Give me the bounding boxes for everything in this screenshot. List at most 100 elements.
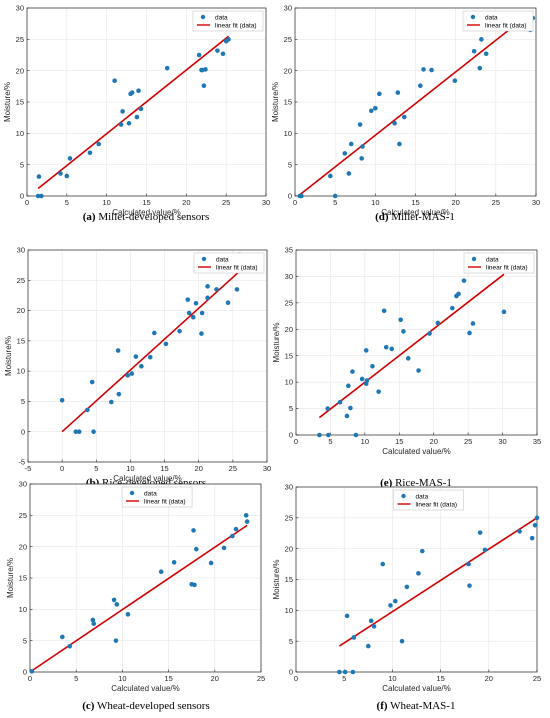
data-point bbox=[317, 432, 322, 438]
y-tick-label: 0 bbox=[21, 427, 25, 436]
data-point bbox=[344, 613, 350, 619]
legend-box bbox=[463, 252, 535, 274]
data-point bbox=[67, 644, 73, 649]
legend-box bbox=[121, 486, 193, 508]
x-tick-label: 15 bbox=[411, 198, 419, 207]
data-point bbox=[373, 105, 378, 111]
data-point bbox=[416, 368, 421, 373]
data-point bbox=[177, 328, 182, 334]
data-point bbox=[171, 560, 177, 565]
data-point bbox=[401, 114, 407, 120]
data-point bbox=[243, 513, 249, 518]
data-point bbox=[360, 144, 365, 149]
x-tick-label: 5 bbox=[74, 674, 78, 683]
data-point bbox=[359, 156, 364, 161]
legend-fit-label: linear fit (data) bbox=[144, 498, 186, 505]
data-point bbox=[215, 48, 220, 53]
y-tick-label: 5 bbox=[289, 637, 293, 646]
data-point bbox=[337, 669, 342, 675]
data-point bbox=[87, 150, 93, 156]
x-axis-title: Calculated value/% bbox=[382, 447, 450, 456]
data-point bbox=[483, 51, 489, 57]
data-point bbox=[134, 114, 140, 120]
data-point bbox=[196, 52, 202, 58]
data-point bbox=[89, 379, 95, 385]
x-axis-title: Calculated value/% bbox=[111, 684, 179, 693]
x-tick-label: 20 bbox=[430, 437, 438, 446]
data-point bbox=[471, 48, 477, 54]
data-point bbox=[399, 638, 405, 644]
x-tick-label: 0 bbox=[28, 674, 32, 683]
y-axis-title: Moisture/% bbox=[4, 336, 13, 376]
y-tick-label: 25 bbox=[19, 511, 27, 520]
data-point bbox=[348, 405, 353, 411]
x-axis-title: Calculated value/% bbox=[113, 474, 181, 483]
data-point bbox=[244, 519, 250, 524]
y-tick-label: 10 bbox=[16, 129, 24, 138]
data-point bbox=[120, 109, 125, 114]
y-tick-label: 30 bbox=[16, 4, 24, 13]
data-point bbox=[348, 141, 354, 147]
data-point bbox=[214, 287, 219, 292]
data-point bbox=[208, 560, 214, 566]
y-axis-title: Moisture/% bbox=[6, 558, 15, 598]
y-axis-title: Moisture/% bbox=[272, 559, 281, 599]
linear-fit-line bbox=[299, 10, 534, 196]
data-point bbox=[199, 310, 205, 316]
data-point bbox=[381, 308, 387, 314]
data-point bbox=[395, 90, 401, 95]
data-point bbox=[370, 363, 375, 369]
data-point bbox=[136, 88, 141, 94]
chart-panel-e: 0 5 10 15 20 25 30 35 0 5 10 15 20 25 30 35 Calculated v… bbox=[272, 246, 541, 489]
x-tick-label: 30 bbox=[498, 437, 506, 446]
panel-caption-letter: (d) bbox=[375, 211, 389, 223]
legend-data-marker bbox=[471, 256, 477, 262]
axes-frame bbox=[295, 249, 538, 436]
y-tick-label: 25 bbox=[16, 35, 24, 44]
data-point bbox=[467, 330, 472, 336]
y-tick-label: 15 bbox=[284, 98, 292, 107]
x-tick-label: 0 bbox=[25, 198, 29, 207]
legend-box bbox=[192, 10, 264, 32]
data-point bbox=[344, 413, 350, 419]
data-point bbox=[328, 173, 333, 179]
x-tick-label: 30 bbox=[263, 464, 271, 473]
data-point bbox=[111, 597, 117, 603]
data-point bbox=[517, 529, 522, 534]
legend-data-label: data bbox=[144, 490, 157, 497]
y-tick-label: 35 bbox=[285, 246, 293, 255]
data-point bbox=[359, 376, 365, 382]
y-tick-label: 0 bbox=[23, 668, 27, 677]
data-point bbox=[392, 121, 397, 126]
data-point bbox=[58, 171, 63, 176]
data-point bbox=[152, 330, 157, 336]
data-point bbox=[332, 193, 338, 199]
legend-data-marker bbox=[401, 493, 406, 499]
data-point bbox=[192, 582, 197, 588]
data-point bbox=[350, 369, 355, 374]
x-tick-label: 15 bbox=[395, 437, 403, 446]
y-tick-label: 20 bbox=[16, 66, 24, 75]
y-tick-label: 5 bbox=[21, 397, 25, 406]
data-point bbox=[482, 547, 488, 553]
data-point bbox=[477, 530, 483, 535]
x-tick-label: 10 bbox=[371, 198, 379, 207]
data-point bbox=[501, 309, 507, 315]
data-point bbox=[112, 78, 117, 83]
data-point bbox=[346, 383, 351, 389]
y-tick-label: 30 bbox=[285, 483, 293, 492]
x-tick-label: 5 bbox=[65, 198, 69, 207]
legend-data-label: data bbox=[215, 14, 228, 21]
y-tick-label: 15 bbox=[17, 336, 25, 345]
data-point bbox=[479, 37, 484, 42]
x-tick-label: 35 bbox=[533, 437, 541, 446]
chart-panel-c: 0 5 10 15 20 25 0 5 10 15 20 25 30 Calculated value/%… bbox=[6, 480, 265, 712]
y-tick-label: 15 bbox=[16, 98, 24, 107]
data-point bbox=[91, 621, 97, 627]
data-point bbox=[369, 108, 374, 114]
data-point bbox=[357, 122, 363, 127]
legend-fit-label: linear fit (data) bbox=[216, 264, 258, 271]
